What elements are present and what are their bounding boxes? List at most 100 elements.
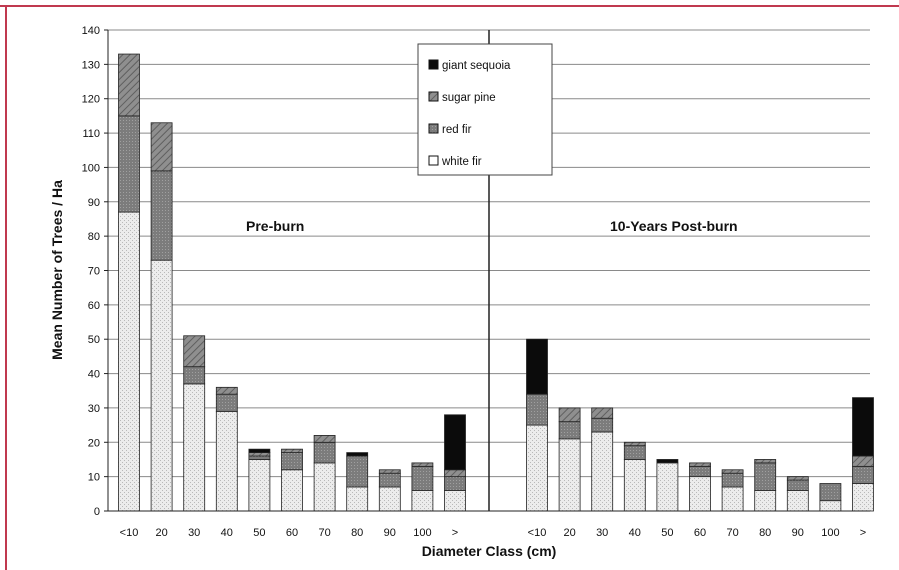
bar-segment-white-fir: [558, 438, 581, 512]
bar-segment-white-fir: [444, 489, 466, 512]
bar-segment-red-fir: [281, 452, 303, 471]
y-tick-label: 60: [88, 300, 100, 312]
bars: [118, 53, 874, 512]
bar-segment-red-fir: [346, 455, 369, 488]
y-tick-label: 110: [82, 128, 100, 140]
legend-label-giant-sequoia: giant sequoia: [442, 60, 511, 72]
bar-segment-white-fir: [786, 489, 809, 512]
bar-segment-sugar-pine: [411, 462, 434, 467]
bar-segment-red-fir: [183, 366, 206, 385]
bar-segment-sugar-pine: [623, 441, 646, 447]
bar-segment-red-fir: [819, 483, 842, 502]
y-tick-label: 40: [88, 369, 100, 381]
bar-segment-giant-sequoia: [444, 414, 466, 471]
legend-swatch-sugar-pine: [428, 91, 439, 102]
bar-segment-red-fir: [591, 417, 614, 433]
bar-segment-giant-sequoia: [248, 448, 271, 453]
legend-label-white-fir: white fir: [441, 156, 482, 168]
y-tick-label: 20: [88, 437, 100, 449]
y-tick-label: 90: [88, 197, 100, 209]
bar-segment-giant-sequoia: [526, 338, 548, 395]
bar-segment-sugar-pine: [183, 335, 206, 368]
bar-segment-sugar-pine: [281, 448, 303, 453]
bar-segment-white-fir: [118, 211, 140, 512]
bar-segment-sugar-pine: [558, 407, 581, 423]
bar-segment-red-fir: [215, 393, 238, 412]
bar-segment-white-fir: [313, 462, 336, 512]
bar-segment-white-fir: [346, 486, 369, 512]
bar-segment-giant-sequoia: [852, 397, 874, 457]
y-tick-label: 140: [82, 25, 100, 37]
annotation-pre-burn: Pre-burn: [246, 218, 304, 234]
x-tick-label: 20: [563, 527, 575, 539]
bar-segment-red-fir: [150, 170, 173, 261]
legend-label-red-fir: red fir: [442, 124, 472, 136]
bar-segment-red-fir: [558, 421, 581, 440]
bar-segment-sugar-pine: [591, 407, 614, 419]
bar-segment-sugar-pine: [852, 455, 874, 467]
y-tick-label: 30: [88, 403, 100, 415]
bar-segment-white-fir: [526, 424, 548, 512]
y-tick-label: 80: [88, 231, 100, 243]
bar-segment-sugar-pine: [313, 435, 336, 443]
legend-swatch-red-fir: [428, 123, 439, 134]
bar-segment-white-fir: [591, 431, 614, 512]
y-tick-label: 0: [94, 506, 100, 518]
bar-segment-white-fir: [378, 486, 401, 512]
x-tick-label: 60: [286, 527, 298, 539]
bar-segment-white-fir: [721, 486, 744, 512]
x-tick-label: 100: [821, 527, 839, 539]
bar-segment-red-fir: [378, 472, 401, 488]
bar-segment-white-fir: [819, 500, 842, 512]
bar-segment-sugar-pine: [444, 469, 466, 478]
x-tick-label: 80: [351, 527, 363, 539]
bar-segment-sugar-pine: [248, 452, 271, 457]
legend: giant sequoia sugar pine red fir white f…: [417, 43, 553, 176]
y-tick-label: 10: [88, 472, 100, 484]
x-tick-label: <10: [528, 527, 547, 539]
bar-segment-red-fir: [786, 479, 809, 491]
bar-segment-red-fir: [623, 445, 646, 460]
bar-segment-red-fir: [721, 472, 744, 488]
bar-segment-red-fir: [248, 455, 271, 460]
x-tick-label: 70: [726, 527, 738, 539]
legend-box: [417, 43, 553, 176]
bar-segment-sugar-pine: [378, 469, 401, 474]
bar-segment-sugar-pine: [786, 476, 809, 481]
x-tick-label: 50: [661, 527, 673, 539]
bar-segment-red-fir: [754, 462, 777, 491]
x-tick-label: 90: [384, 527, 396, 539]
bar-segment-white-fir: [411, 489, 434, 512]
bar-segment-white-fir: [150, 259, 173, 512]
y-tick-label: 70: [88, 266, 100, 278]
bar-segment-sugar-pine: [215, 386, 238, 395]
x-tick-label: 30: [188, 527, 200, 539]
x-tick-label: 20: [155, 527, 167, 539]
bar-segment-white-fir: [852, 483, 874, 512]
x-tick-label: >: [452, 527, 458, 539]
bar-segment-sugar-pine: [689, 462, 711, 467]
bar-segment-sugar-pine: [721, 469, 744, 474]
x-tick-label: <10: [120, 527, 139, 539]
bar-segment-white-fir: [754, 489, 777, 512]
y-tick-label: 120: [82, 94, 100, 106]
x-tick-label: 80: [759, 527, 771, 539]
bar-segment-giant-sequoia: [346, 452, 369, 457]
x-tick-label: 40: [629, 527, 641, 539]
bar-segment-white-fir: [656, 462, 679, 512]
annotation-post-burn: 10-Years Post-burn: [610, 218, 738, 234]
y-axis-title: Mean Number of Trees / Ha: [49, 180, 65, 360]
y-tick-label: 130: [82, 59, 100, 71]
x-tick-label: 90: [792, 527, 804, 539]
legend-swatch-white-fir: [428, 155, 439, 166]
legend-label-sugar-pine: sugar pine: [442, 92, 496, 104]
x-tick-label: 70: [318, 527, 330, 539]
x-tick-label: 40: [221, 527, 233, 539]
y-tick-label: 100: [82, 162, 100, 174]
bar-segment-sugar-pine: [150, 122, 173, 172]
x-tick-label: 100: [413, 527, 431, 539]
bar-segment-red-fir: [411, 465, 434, 491]
bar-segment-sugar-pine: [118, 53, 140, 117]
